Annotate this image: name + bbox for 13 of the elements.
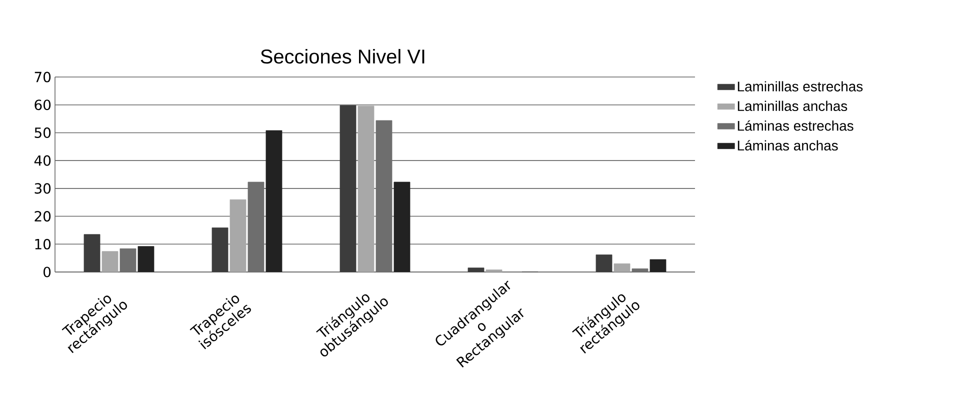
y-tick-label: 10 <box>35 238 51 250</box>
y-tick-label: 40 <box>34 155 51 166</box>
y-tick-label: 70 <box>34 72 51 82</box>
legend-label: Láminas estrechas <box>738 120 854 131</box>
y-tick-label: 30 <box>34 183 51 194</box>
y-tick-label: 20 <box>34 211 51 222</box>
legend-label: Láminas anchas <box>738 140 838 151</box>
y-tick-label: 50 <box>34 127 51 138</box>
y-tick-label: 0 <box>44 266 51 278</box>
chart-title: Secciones Nivel VI <box>260 48 424 64</box>
y-tick-label: 60 <box>34 100 51 110</box>
legend-label: Laminillas anchas <box>738 100 848 112</box>
legend-label: Laminillas estrechas <box>738 81 863 92</box>
